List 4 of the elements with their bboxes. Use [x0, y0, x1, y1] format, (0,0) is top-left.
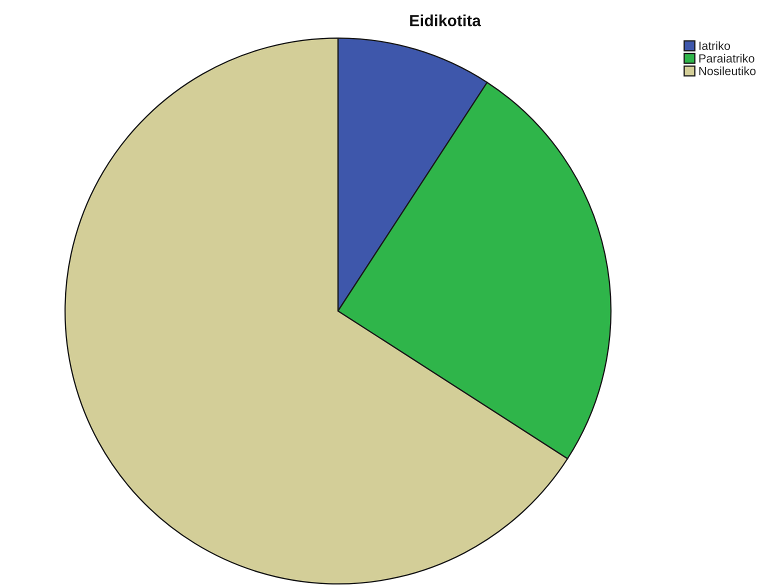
legend-label: Nosileutiko	[699, 66, 756, 76]
legend-label: Paraiatriko	[699, 54, 754, 63]
chart-title: Eidikotita	[410, 14, 482, 26]
legend-label: Iatriko	[699, 41, 730, 50]
